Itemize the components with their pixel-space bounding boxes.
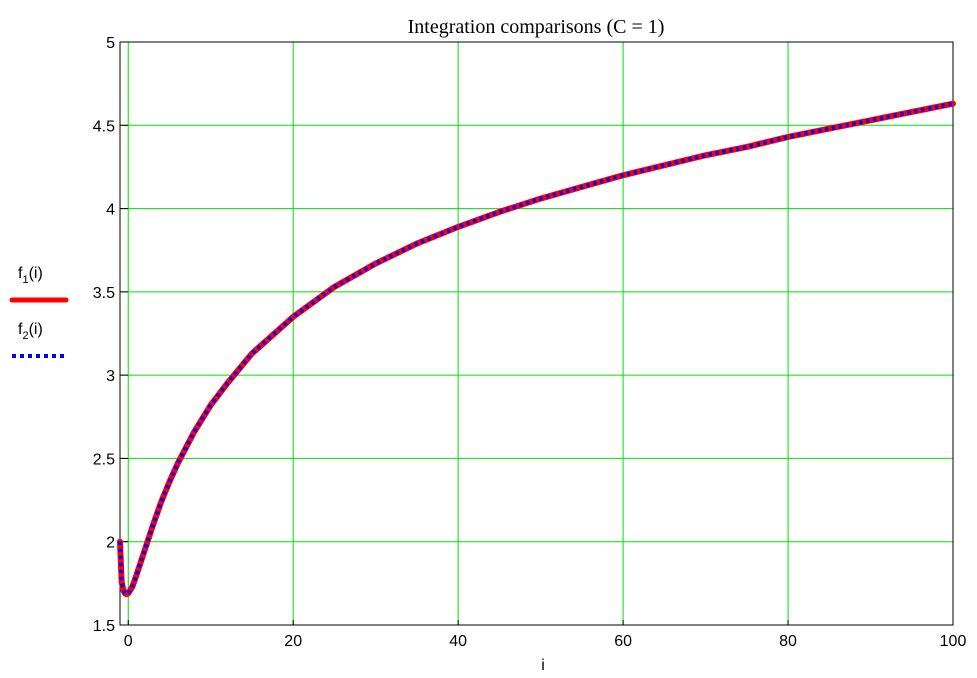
legend-subscript: 2 bbox=[22, 330, 28, 342]
chart-title: Integration comparisons (C = 1) bbox=[408, 16, 665, 38]
legend-label-2: f2(i) bbox=[18, 321, 43, 342]
x-axis-label: i bbox=[541, 657, 545, 674]
x-tick-label: 20 bbox=[284, 633, 302, 650]
legend-arg: (i) bbox=[29, 321, 43, 338]
y-tick-label: 3 bbox=[106, 368, 115, 385]
legend-arg: (i) bbox=[29, 265, 43, 282]
x-tick-label: 40 bbox=[449, 633, 467, 650]
x-tick-label: 60 bbox=[614, 633, 632, 650]
y-tick-label: 5 bbox=[106, 35, 115, 52]
legend: f1(i)f2(i) bbox=[9, 265, 69, 358]
tick-labels: 0 20 40 60 80 100 1.5 2 2.5 3 3.5 4 4.5 5 bbox=[93, 35, 967, 650]
legend-label-1: f1(i) bbox=[18, 265, 43, 286]
series-group bbox=[117, 100, 956, 598]
legend-base: f bbox=[18, 265, 23, 282]
x-tick-label: 100 bbox=[940, 633, 967, 650]
y-tick-label: 2.5 bbox=[93, 451, 115, 468]
x-tick-label: 0 bbox=[124, 633, 133, 650]
legend-base: f bbox=[18, 321, 23, 338]
y-tick-label: 2 bbox=[106, 535, 115, 552]
series-line-1 bbox=[117, 100, 956, 598]
plot-frame bbox=[119, 41, 954, 626]
y-tick-label: 4 bbox=[106, 202, 115, 219]
legend-subscript: 1 bbox=[22, 274, 28, 286]
series-line-2 bbox=[118, 101, 954, 597]
y-tick-label: 3.5 bbox=[93, 285, 115, 302]
x-tick-label: 80 bbox=[779, 633, 797, 650]
y-tick-label: 4.5 bbox=[93, 118, 115, 135]
y-tick-label: 1.5 bbox=[93, 618, 115, 635]
